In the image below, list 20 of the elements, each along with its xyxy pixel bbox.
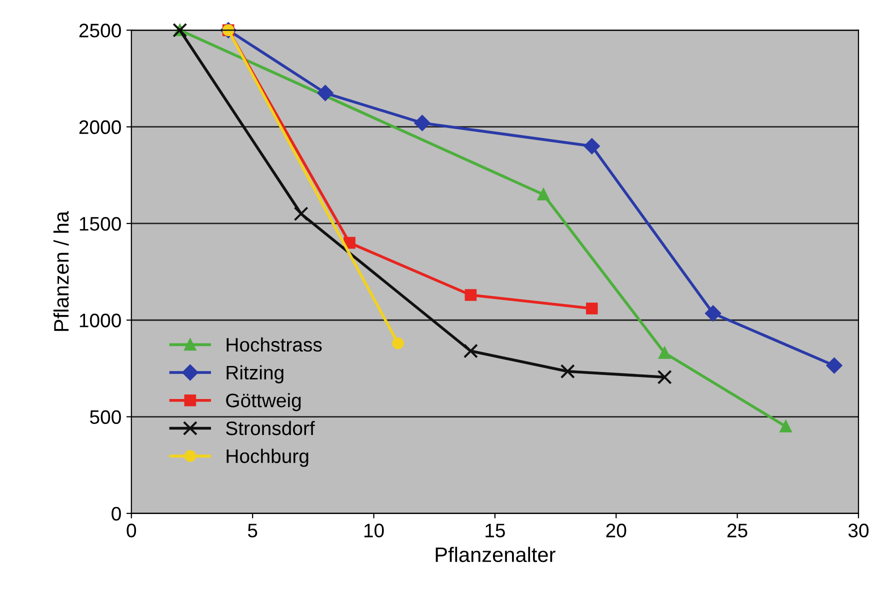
x-axis-title: Pflanzenalter xyxy=(436,546,556,562)
legend-label: Ritzing xyxy=(226,365,284,384)
x-tick-label: 30 xyxy=(848,524,869,538)
x-tick-label: 25 xyxy=(727,524,748,538)
y-tick-label: 1500 xyxy=(80,216,121,231)
x-tick-label: 10 xyxy=(364,524,384,538)
legend-label: Hochburg xyxy=(226,448,308,467)
x-tick-label: 5 xyxy=(248,524,258,538)
x-tick-label: 20 xyxy=(606,524,626,538)
legend-label: Stronsdorf xyxy=(226,420,315,436)
y-axis-title: Pflanzen / ha xyxy=(53,210,69,331)
y-tick-label: 1000 xyxy=(80,314,121,328)
y-tick-label: 500 xyxy=(90,410,121,424)
x-tick-label: 15 xyxy=(486,524,505,538)
y-tick-label: 0 xyxy=(112,506,121,521)
y-tick-label: 2500 xyxy=(79,24,121,38)
legend-label: Göttweig xyxy=(226,393,301,412)
y-tick-label: 2000 xyxy=(79,120,121,134)
legend-label: Hochstrass xyxy=(226,337,322,352)
x-tick-label: 0 xyxy=(126,524,136,538)
